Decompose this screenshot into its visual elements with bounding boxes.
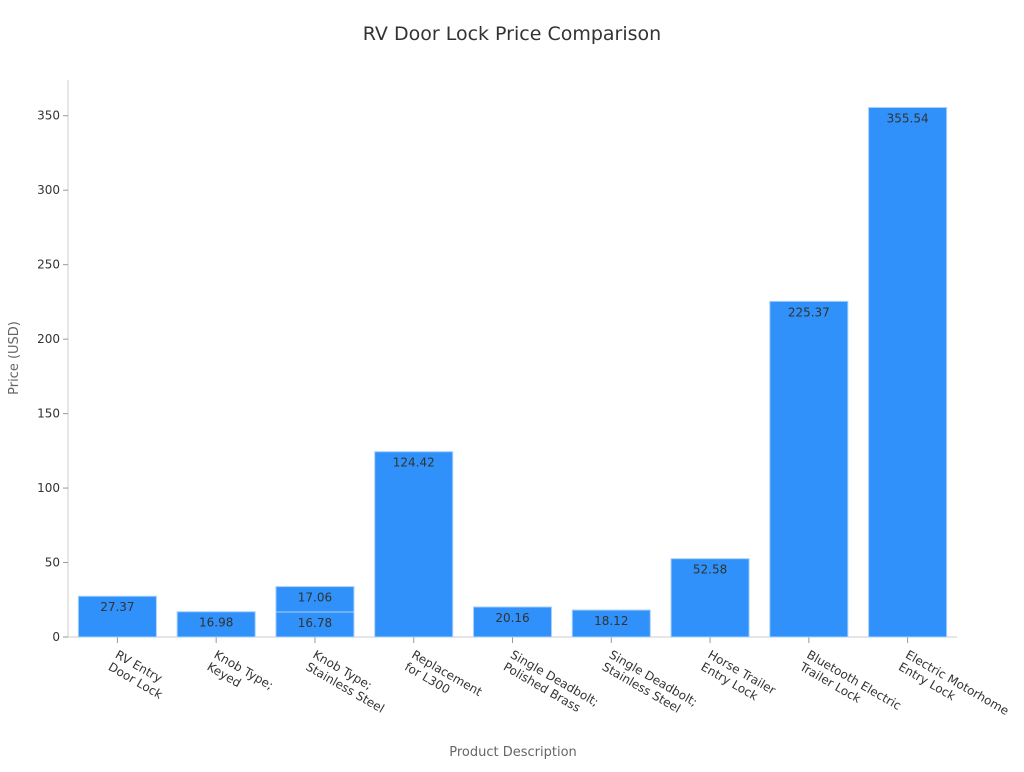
bar — [670, 558, 750, 638]
bar-value-label: 16.98 — [199, 616, 233, 630]
bar — [868, 106, 948, 638]
bar-value-label: 355.54 — [887, 111, 929, 125]
x-tick-label: Bluetooth ElectricTrailer Lock — [796, 647, 903, 725]
bar — [769, 300, 849, 638]
y-tick-label: 100 — [37, 481, 60, 495]
x-tick-label: Knob Type;Stainless Steel — [303, 647, 393, 715]
x-tick-label: Horse TrailerEntry Lock — [699, 647, 779, 709]
y-axis-label: Price (USD) — [7, 321, 22, 395]
y-tick-label: 200 — [37, 332, 60, 346]
y-tick-label: 350 — [37, 109, 60, 123]
bar-value-label: 52.58 — [693, 563, 727, 577]
bar — [275, 611, 355, 638]
bar-value-label: 17.06 — [298, 591, 332, 605]
bar-value-label: 18.12 — [594, 614, 628, 628]
y-tick-label: 50 — [45, 556, 60, 570]
y-tick-label: 250 — [37, 258, 60, 272]
bar — [176, 611, 256, 638]
bar-value-label: 225.37 — [788, 305, 830, 319]
bar — [275, 586, 355, 613]
bar-value-label: 20.16 — [495, 611, 529, 625]
x-tick-label: Knob Type;Keyed — [205, 647, 276, 704]
bar — [374, 451, 454, 638]
bar — [472, 606, 553, 638]
bar-value-label: 27.37 — [100, 600, 134, 614]
x-tick-label: Single Deadbolt;Polished Brass — [501, 647, 601, 721]
x-tick-label: Electric MotorhomeEntry Lock — [896, 647, 1011, 730]
x-axis-label: Product Description — [449, 745, 577, 760]
chart-title: RV Door Lock Price Comparison — [363, 23, 661, 45]
y-tick-label: 300 — [37, 183, 60, 197]
x-tick-label: Single Deadbolt;Stainless Steel — [600, 647, 700, 721]
x-tick-label: Replacementfor L300 — [402, 647, 485, 711]
bar-value-label: 16.78 — [298, 616, 332, 630]
x-tick-label: RV EntryDoor Lock — [106, 647, 172, 701]
y-tick-label: 0 — [52, 630, 60, 644]
bar-value-label: 124.42 — [393, 456, 435, 470]
bar — [571, 609, 651, 638]
y-tick-label: 150 — [37, 407, 60, 421]
bar — [77, 595, 157, 638]
